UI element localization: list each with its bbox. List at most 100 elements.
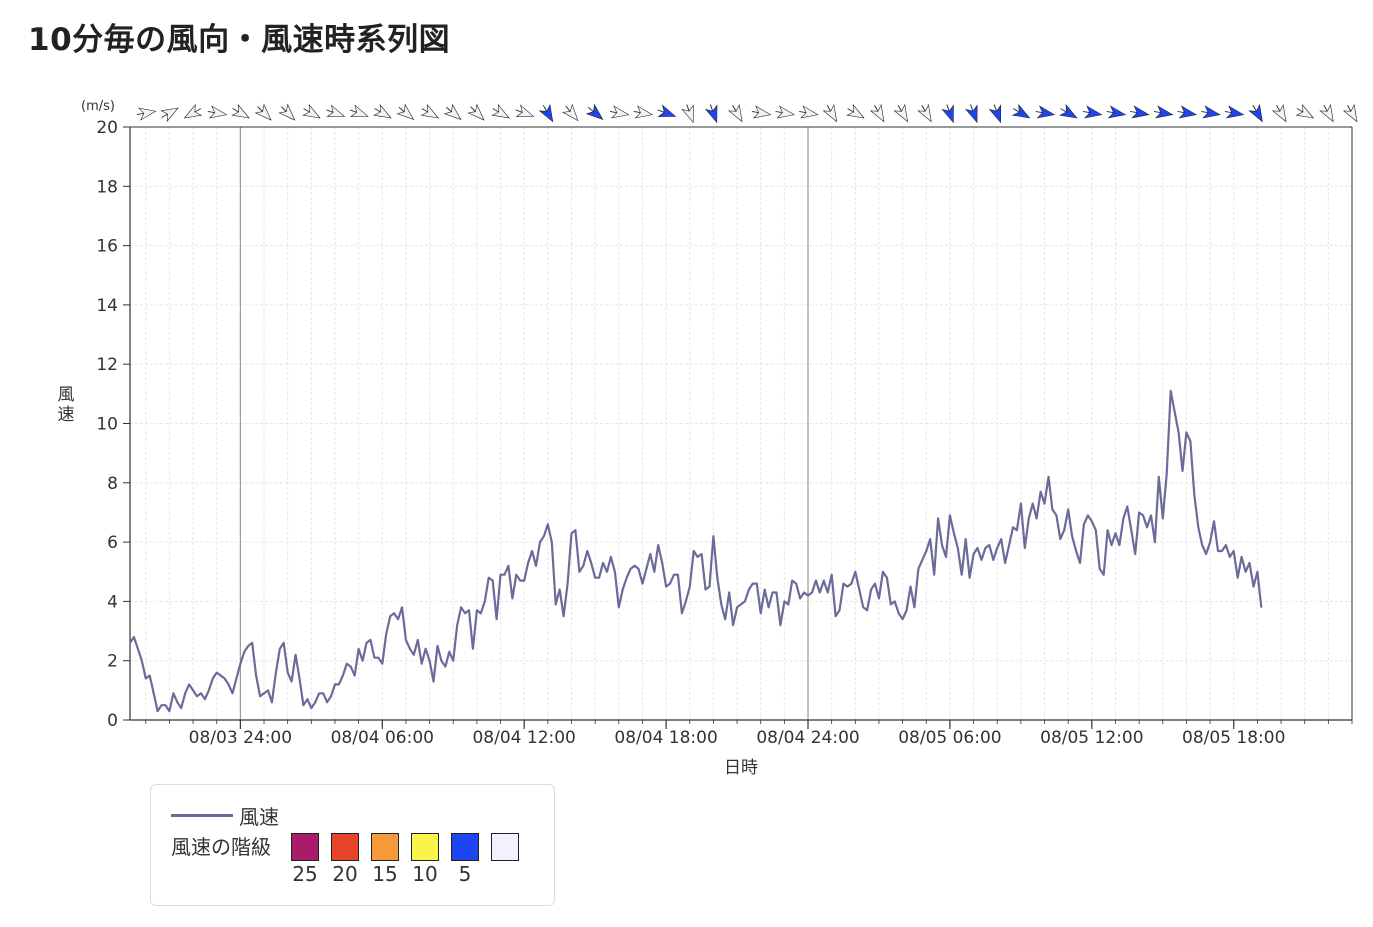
data-point (988, 544, 990, 546)
wind-arrow (1153, 105, 1174, 119)
data-point (448, 651, 450, 653)
wind-arrow (585, 103, 604, 120)
data-point (263, 692, 265, 694)
x-tick-label: 08/04 12:00 (472, 728, 575, 748)
data-point (1241, 556, 1243, 558)
wind-arrow-head (231, 103, 250, 119)
data-point (294, 654, 297, 656)
data-point (224, 677, 226, 680)
data-point (673, 574, 675, 576)
data-point (858, 588, 860, 591)
data-point (614, 571, 616, 573)
data-point (949, 514, 951, 517)
data-point (1158, 476, 1160, 478)
data-point (480, 612, 482, 614)
data-point (539, 541, 541, 543)
y-axis-label-char: 風 (58, 385, 75, 405)
data-point (1146, 526, 1148, 528)
data-point (460, 606, 462, 608)
legend-class-item: 5 (445, 833, 485, 886)
data-point (578, 571, 580, 573)
legend-series-entry: 風速 (171, 801, 279, 830)
data-point (310, 707, 312, 709)
data-point (1229, 556, 1231, 558)
data-point (425, 648, 427, 650)
data-point (1110, 544, 1113, 546)
data-point (917, 568, 919, 570)
data-point (665, 585, 667, 588)
data-point (188, 683, 190, 686)
wind-arrow-head (988, 104, 1002, 124)
wind-arrow-head (752, 105, 772, 119)
data-point (156, 710, 159, 712)
data-point (358, 648, 360, 650)
wind-arrow-head (562, 103, 579, 122)
data-point (1000, 538, 1002, 540)
data-point (909, 585, 912, 588)
data-point (322, 692, 324, 694)
wind-arrow (1342, 103, 1358, 123)
data-point (153, 692, 155, 694)
data-point (385, 633, 387, 635)
wind-arrow (1011, 103, 1031, 119)
wind-arrow-head (183, 103, 203, 119)
wind-arrow-head (822, 103, 838, 123)
wind-arrow-head (1342, 103, 1358, 123)
wind-arrow (396, 103, 415, 120)
data-point (941, 544, 943, 546)
data-point (1252, 585, 1255, 588)
data-point (208, 689, 210, 691)
data-point (247, 645, 249, 647)
data-point (507, 565, 510, 567)
wind-arrow-head (443, 103, 462, 120)
wind-arrow-head (704, 104, 718, 124)
legend-class-item: 25 (285, 833, 325, 886)
wind-arrow-head (610, 105, 630, 119)
wind-arrow-head (1083, 105, 1103, 119)
data-point (559, 588, 561, 591)
data-point (436, 645, 439, 647)
data-point (1063, 529, 1065, 531)
x-tick-label: 08/04 24:00 (756, 728, 859, 748)
y-axis-label-char: 速 (58, 405, 75, 425)
data-point (279, 648, 281, 650)
data-point (586, 550, 588, 552)
data-point (326, 701, 328, 703)
legend-class-label: 10 (412, 862, 438, 886)
data-point (606, 571, 608, 573)
wind-arrow-head (893, 103, 909, 123)
y-tick-label: 0 (107, 711, 118, 731)
data-point (1083, 523, 1085, 525)
data-point (641, 583, 644, 585)
data-point (1004, 562, 1006, 564)
data-point (1095, 529, 1097, 531)
data-point (1189, 440, 1191, 442)
wind-arrow (183, 103, 203, 119)
data-point (239, 663, 241, 665)
series-layer (129, 389, 1263, 713)
data-point (669, 583, 671, 585)
wind-arrow-head (634, 105, 654, 119)
wind-arrow-head (846, 103, 865, 119)
data-point (1217, 550, 1219, 552)
wind-arrow-head (326, 104, 346, 117)
data-point (1130, 529, 1132, 531)
data-point (957, 547, 959, 549)
x-tick-label: 08/04 18:00 (614, 728, 717, 748)
data-point (1020, 502, 1022, 505)
wind-arrow (1248, 103, 1263, 123)
data-point (724, 618, 726, 620)
data-point (744, 600, 746, 603)
data-point (1162, 517, 1164, 519)
data-point (306, 698, 308, 700)
wind-arrow (869, 103, 885, 123)
wind-arrow-head (302, 103, 321, 119)
data-point (913, 606, 916, 608)
legend-series-label: 風速 (239, 805, 279, 829)
wind-arrow (1059, 103, 1078, 119)
wind-arrow (727, 103, 743, 123)
wind-arrow (657, 104, 677, 117)
data-point (1201, 544, 1203, 546)
wind-arrow-head (917, 103, 932, 123)
data-point (618, 606, 620, 608)
